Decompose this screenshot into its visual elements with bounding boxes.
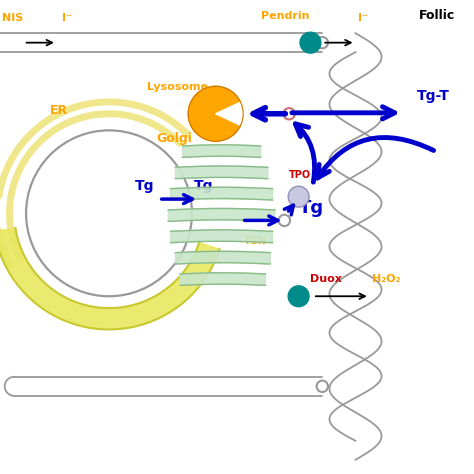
Text: Tg: Tg	[135, 179, 155, 192]
Text: TPO: TPO	[289, 170, 311, 180]
Polygon shape	[168, 209, 275, 221]
Text: Golgi: Golgi	[156, 132, 192, 145]
Polygon shape	[0, 228, 219, 329]
Polygon shape	[171, 187, 273, 200]
Polygon shape	[182, 145, 261, 157]
Polygon shape	[180, 273, 265, 285]
Text: Pendrin: Pendrin	[261, 11, 309, 21]
Text: H₂O₂: H₂O₂	[372, 274, 401, 284]
Text: I⁻: I⁻	[358, 13, 368, 23]
Text: Duox: Duox	[310, 274, 342, 284]
Text: Tg: Tg	[194, 179, 214, 192]
Text: Follic: Follic	[419, 9, 455, 22]
Polygon shape	[175, 166, 268, 179]
Text: Tg: Tg	[299, 199, 324, 217]
Text: I⁻: I⁻	[62, 13, 72, 23]
Polygon shape	[175, 251, 270, 264]
Circle shape	[188, 86, 243, 141]
Text: Lysosome: Lysosome	[147, 82, 208, 92]
Text: NIS: NIS	[2, 13, 24, 23]
Circle shape	[288, 186, 309, 207]
Wedge shape	[216, 102, 243, 126]
FancyArrowPatch shape	[295, 124, 315, 182]
Text: Tg-T: Tg-T	[417, 89, 450, 102]
Circle shape	[288, 286, 309, 307]
Polygon shape	[171, 230, 273, 243]
Text: ER: ER	[50, 104, 68, 117]
Text: TGN: TGN	[244, 236, 267, 246]
Circle shape	[300, 32, 321, 53]
FancyArrowPatch shape	[318, 137, 434, 178]
